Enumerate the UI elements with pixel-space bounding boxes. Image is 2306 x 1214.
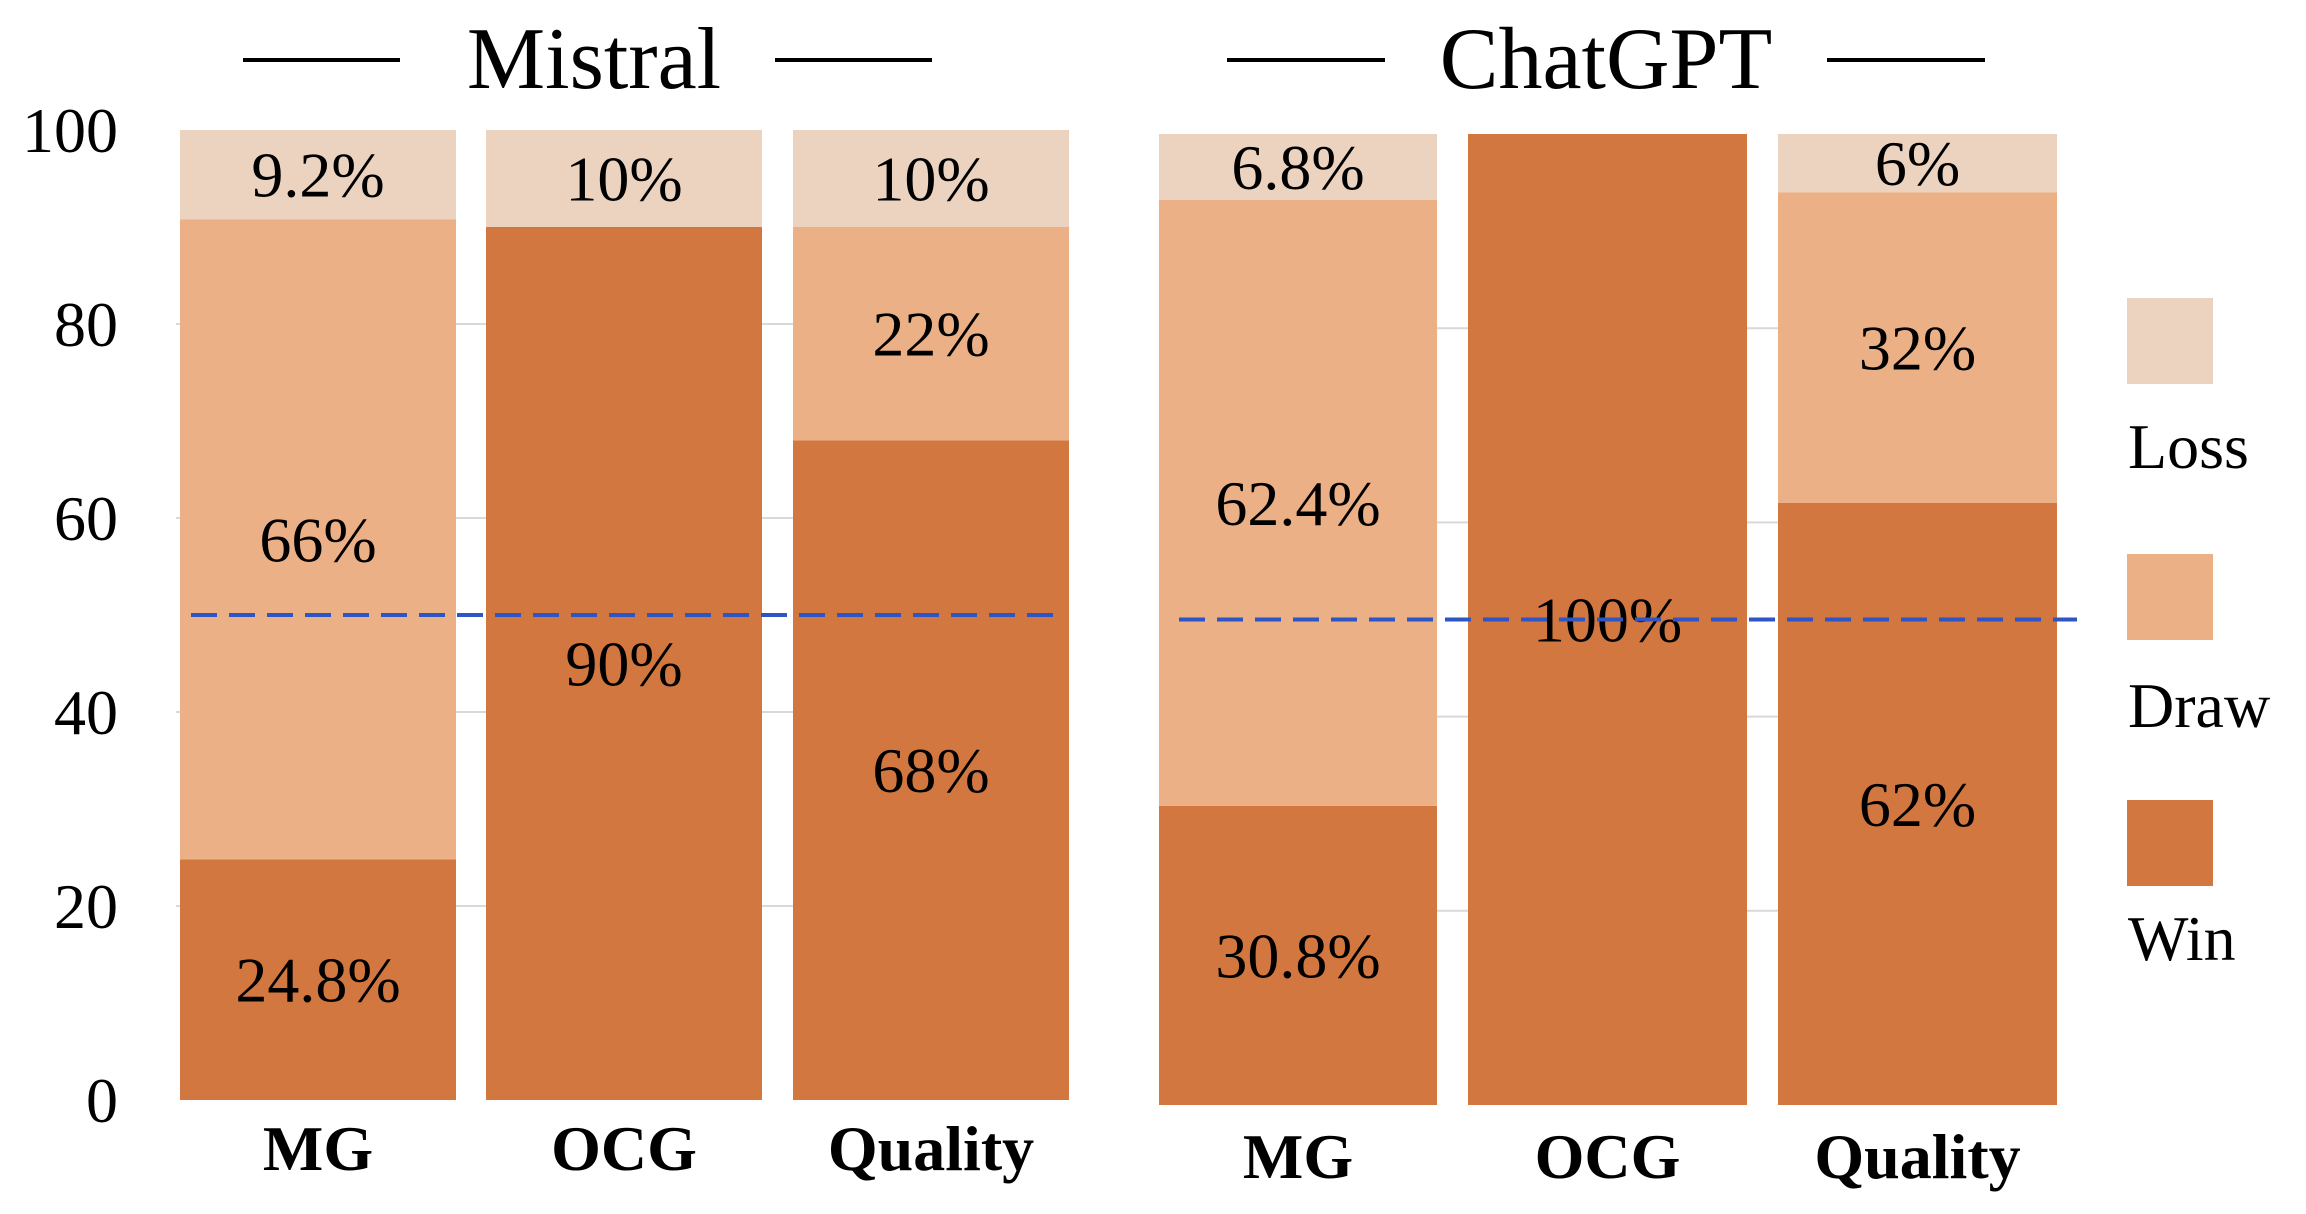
bar-segment-win <box>180 859 456 1100</box>
panel-title: ChatGPT <box>1440 11 1772 108</box>
data-label: 90% <box>565 629 682 700</box>
data-label: 66% <box>259 504 376 575</box>
x-tick-label: Quality <box>1814 1121 2020 1192</box>
data-label: 68% <box>872 735 989 806</box>
bar-segment-win <box>486 227 762 1100</box>
legend-swatch-loss <box>2127 298 2213 384</box>
data-label: 10% <box>565 144 682 215</box>
y-tick-label: 40 <box>54 677 118 748</box>
data-label: 6.8% <box>1231 132 1364 203</box>
bar-segment-loss <box>793 130 1069 227</box>
x-tick-label: OCG <box>551 1113 697 1184</box>
y-tick-label: 80 <box>54 289 118 360</box>
legend-label-loss: Loss <box>2128 411 2249 482</box>
data-label: 9.2% <box>251 140 384 211</box>
legend: Loss Draw Win <box>2127 298 2270 974</box>
data-label: 30.8% <box>1215 920 1380 991</box>
bar-segment-draw <box>1778 192 2057 503</box>
data-label: 62.4% <box>1215 468 1380 539</box>
x-tick-label: Quality <box>828 1113 1034 1184</box>
x-tick-label: OCG <box>1535 1121 1681 1192</box>
data-label: 32% <box>1859 313 1976 384</box>
bar-segment-win <box>793 440 1069 1100</box>
x-tick-label: MG <box>1243 1121 1353 1192</box>
panel-title: Mistral <box>467 11 721 108</box>
data-label: 10% <box>872 144 989 215</box>
bar-segment-loss <box>1778 134 2057 193</box>
data-label: 62% <box>1859 769 1976 840</box>
x-tick-label: MG <box>263 1113 373 1184</box>
legend-swatch-win <box>2127 800 2213 886</box>
data-label: 22% <box>872 299 989 370</box>
panel-chatgpt: ChatGPT30.8%62.4%6.8%MG100%OCG62%32%6%Qu… <box>1159 11 2077 1192</box>
bar-segment-draw <box>793 227 1069 441</box>
data-label: 6% <box>1875 128 1960 199</box>
bar-segment-loss <box>486 130 762 227</box>
y-tick-label: 20 <box>54 871 118 942</box>
y-tick-label: 0 <box>86 1065 118 1136</box>
bar-segment-draw <box>1159 200 1437 806</box>
data-label: 24.8% <box>235 945 400 1016</box>
legend-swatch-draw <box>2127 554 2213 640</box>
bar-segment-win <box>1778 502 2057 1106</box>
legend-label-win: Win <box>2128 903 2236 974</box>
y-tick-label: 60 <box>54 483 118 554</box>
bar-segment-win <box>1159 805 1437 1105</box>
panel-mistral: Mistral 24.8% 66% 9.2% MG 90% 10% OCG 68% 22% 10% Q… <box>22 11 1069 1184</box>
bar-segment-loss <box>180 130 456 220</box>
bar-segment-loss <box>1159 134 1437 201</box>
y-tick-label: 100 <box>22 95 118 166</box>
legend-label-draw: Draw <box>2128 670 2270 741</box>
bar-segment-draw <box>180 219 456 860</box>
